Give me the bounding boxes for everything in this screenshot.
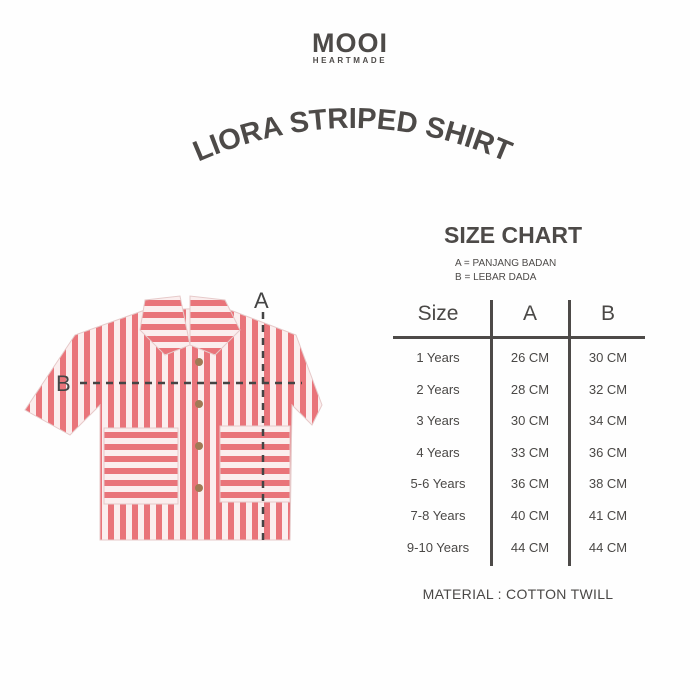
cell-size: 2 Years bbox=[416, 381, 460, 397]
cell-b: 32 CM bbox=[588, 381, 628, 397]
cell-a: 28 CM bbox=[510, 381, 550, 397]
button-icon bbox=[195, 358, 203, 366]
column-divider bbox=[490, 300, 493, 566]
dimension-a-label: A bbox=[254, 288, 269, 313]
cell-a: 36 CM bbox=[510, 476, 550, 492]
brand-tagline: HEARTMADE bbox=[312, 56, 388, 65]
material-info: MATERIAL : COTTON TWILL bbox=[422, 586, 614, 602]
button-icon bbox=[195, 400, 203, 408]
legend-a: A = PANJANG BADAN bbox=[455, 258, 557, 269]
header-a: A bbox=[522, 302, 537, 325]
header-b: B bbox=[600, 302, 615, 325]
svg-text:LIORA STRIPED SHIRT: LIORA STRIPED SHIRT bbox=[189, 103, 517, 169]
cell-size: 1 Years bbox=[416, 350, 460, 365]
cell-b: 44 CM bbox=[588, 539, 628, 555]
size-chart-title: SIZE CHART bbox=[444, 222, 582, 248]
cell-a: 26 CM bbox=[510, 350, 550, 365]
column-divider bbox=[568, 300, 571, 566]
cell-a: 30 CM bbox=[510, 413, 550, 429]
cell-size: 7-8 Years bbox=[410, 508, 466, 523]
header-size: Size bbox=[417, 302, 459, 325]
cell-b: 34 CM bbox=[588, 413, 628, 429]
cell-size: 4 Years bbox=[416, 444, 460, 460]
cell-a: 44 CM bbox=[510, 539, 550, 555]
cell-size: 9-10 Years bbox=[406, 539, 470, 555]
brand-logo: MOOI bbox=[312, 28, 388, 58]
legend-b: B = LEBAR DADA bbox=[455, 272, 537, 283]
cell-size: 5-6 Years bbox=[410, 476, 466, 492]
header-divider bbox=[393, 336, 645, 339]
cell-a: 40 CM bbox=[510, 508, 550, 523]
button-icon bbox=[195, 484, 203, 492]
dimension-b-label: B bbox=[56, 371, 71, 396]
shirt-illustration bbox=[24, 295, 323, 542]
cell-b: 30 CM bbox=[588, 350, 628, 365]
cell-b: 41 CM bbox=[588, 508, 628, 523]
cell-b: 36 CM bbox=[588, 444, 628, 460]
product-title: LIORA STRIPED SHIRT bbox=[189, 103, 517, 169]
cell-b: 38 CM bbox=[588, 476, 628, 492]
button-icon bbox=[195, 442, 203, 450]
cell-a: 33 CM bbox=[510, 444, 550, 460]
cell-size: 3 Years bbox=[416, 413, 460, 429]
